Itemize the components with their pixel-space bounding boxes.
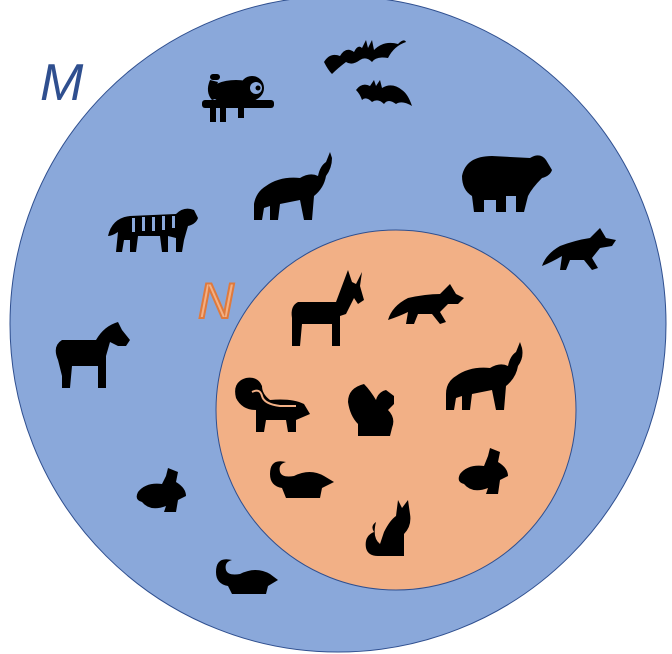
wolf-howling-icon [446, 342, 523, 410]
set-m-label: M [40, 54, 84, 112]
cat-icon [365, 500, 411, 556]
rabbit-icon [136, 468, 186, 512]
deer-icon [291, 270, 364, 346]
rat-icon [270, 461, 334, 498]
fox-icon [388, 284, 464, 324]
squirrel-icon [348, 384, 394, 436]
bat-icon [324, 40, 406, 74]
bear-icon [462, 155, 552, 212]
horse-icon [55, 322, 130, 388]
rat-icon [216, 559, 278, 594]
set-n-label: N [198, 273, 235, 329]
rabbit-icon [458, 448, 508, 494]
sloth-icon [202, 74, 274, 122]
tiger-icon [108, 208, 198, 252]
skunk-icon [235, 377, 310, 432]
bat-icon [356, 80, 412, 106]
wolf-howling-icon [254, 152, 332, 220]
fox-icon [542, 228, 616, 270]
